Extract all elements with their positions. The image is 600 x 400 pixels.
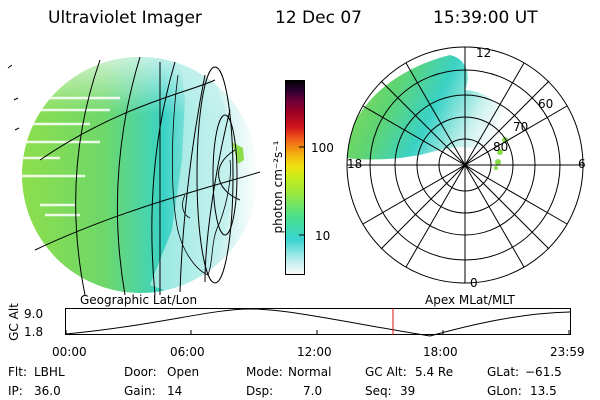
glat-value: −61.5 — [525, 365, 562, 379]
glat-label: GLat: — [487, 365, 520, 379]
dsp-value: 7.0 — [303, 384, 323, 398]
colorbar-tick-10: 10 — [315, 229, 331, 243]
gain-label: Gain: — [124, 384, 156, 398]
ip-label: IP: — [8, 384, 23, 398]
geographic-caption: Geographic Lat/Lon — [80, 293, 198, 307]
mlt-label-18: 18 — [347, 157, 363, 171]
polar-image — [346, 46, 584, 284]
instrument-title: Ultraviolet Imager — [48, 8, 202, 28]
glon-value: 13.5 — [530, 384, 557, 398]
image-date: 12 Dec 07 — [275, 8, 362, 28]
colorbar — [285, 80, 305, 275]
filter-label: Flt: — [8, 365, 27, 379]
door-label: Door: — [124, 365, 157, 379]
gc-alt-value: 5.4 Re — [415, 365, 454, 379]
door-value: Open — [167, 365, 200, 379]
colorbar-tick-100: 100 — [311, 141, 334, 155]
mlat-label-70: 70 — [513, 120, 529, 134]
dsp-label: Dsp: — [246, 384, 274, 398]
polar-caption: Apex MLat/MLT — [425, 293, 515, 307]
mlt-label-12: 12 — [476, 46, 492, 60]
seq-value: 39 — [400, 384, 416, 398]
mlt-label-6: 6 — [578, 157, 586, 171]
geographic-image — [7, 56, 261, 295]
altitude-tick-low: 1.8 — [24, 325, 44, 339]
time-tick-1200: 12:00 — [297, 345, 332, 359]
glon-label: GLon: — [487, 384, 522, 398]
image-time: 15:39:00 UT — [433, 8, 538, 28]
mlt-label-0: 0 — [470, 276, 478, 290]
filter-value: LBHL — [34, 365, 65, 379]
time-tick-0000: 00:00 — [52, 345, 87, 359]
gc-alt-label: GC Alt: — [365, 365, 407, 379]
time-tick-2359: 23:59 — [550, 345, 585, 359]
gain-value: 14 — [167, 384, 183, 398]
time-tick-0600: 06:00 — [170, 345, 205, 359]
altitude-axis-label: GC Alt — [7, 303, 21, 341]
seq-label: Seq: — [365, 384, 392, 398]
mode-value: Normal — [288, 365, 332, 379]
ip-value: 36.0 — [34, 384, 61, 398]
mlat-label-80: 80 — [493, 140, 509, 154]
mlat-label-60: 60 — [538, 97, 554, 111]
altitude-plot — [65, 308, 571, 337]
colorbar-unit-label: photon cm⁻²s⁻¹ — [271, 140, 285, 234]
time-tick-1800: 18:00 — [423, 345, 458, 359]
altitude-tick-high: 9.0 — [24, 307, 44, 321]
mode-label: Mode: — [246, 365, 283, 379]
